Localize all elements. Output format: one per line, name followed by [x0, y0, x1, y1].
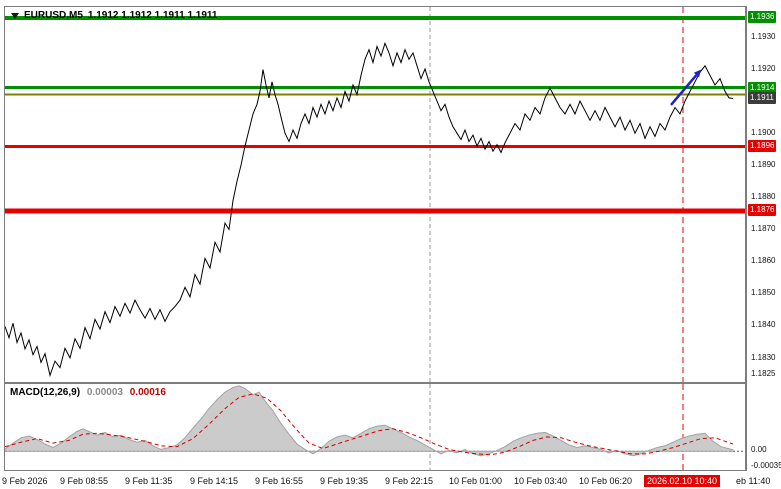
macd-tick-label: -0.00035	[751, 461, 781, 470]
macd-indicator-panel[interactable]: MACD(12,26,9) 0.00003 0.00016	[4, 383, 746, 471]
price-level-badge: 1.1876	[748, 204, 777, 216]
price-tick-label: 1.1850	[751, 288, 776, 297]
time-tick-label: 9 Feb 11:35	[125, 476, 173, 486]
macd-signal-line	[5, 393, 734, 456]
time-tick-label: eb 11:40	[736, 476, 771, 486]
buy-arrow-head	[693, 69, 701, 78]
time-tick-label: 10 Feb 06:20	[579, 476, 633, 486]
price-tick-label: 1.1830	[751, 353, 776, 362]
time-tick-label: 9 Feb 14:15	[190, 476, 239, 486]
price-tick-label: 1.1880	[751, 192, 776, 201]
macd-signal-value: 0.00016	[129, 387, 166, 398]
price-chart-panel[interactable]: EURUSD,M5 1.1912 1.1912 1.1911 1.1911	[4, 6, 746, 383]
price-level-badge: 1.1896	[748, 140, 777, 152]
time-tick-label: 9 Feb 22:15	[385, 476, 434, 486]
macd-tick-label: 0.00	[751, 445, 767, 454]
macd-main-value: 0.00003	[86, 387, 123, 398]
price-tick-label: 1.1900	[751, 128, 776, 137]
macd-name: MACD(12,26,9)	[10, 387, 81, 398]
time-tick-label: 9 Feb 19:35	[320, 476, 369, 486]
time-tick-label: 9 Feb 2026	[2, 476, 48, 486]
time-tick-label: 9 Feb 16:55	[255, 476, 304, 486]
price-tick-label: 1.1920	[751, 64, 776, 73]
price-axis[interactable]: 1.1930 1.1920 1.1900 1.1890 1.1880 1.1870 1.18…	[746, 6, 781, 471]
chart-title: EURUSD,M5 1.1912 1.1912 1.1911 1.1911	[11, 10, 217, 21]
time-tick-label: 10 Feb 01:00	[449, 476, 503, 486]
time-tick-highlighted: 2026.02.10 10:40	[644, 475, 721, 487]
chart-ohlc-values: 1.1912 1.1912 1.1911 1.1911	[87, 10, 218, 21]
price-tick-label: 1.1890	[751, 160, 776, 169]
price-tick-label: 1.1870	[751, 224, 776, 233]
price-series-line	[5, 41, 734, 378]
macd-indicator-label: MACD(12,26,9) 0.00003 0.00016	[10, 387, 166, 398]
chart-symbol-icon	[11, 12, 19, 19]
price-tick-label: 1.1930	[751, 32, 776, 41]
price-tick-label: 1.1860	[751, 256, 776, 265]
macd-histogram	[5, 385, 734, 457]
price-chart-canvas[interactable]	[5, 7, 745, 382]
chart-symbol-label: EURUSD,M5	[24, 10, 83, 21]
buy-arrow-shaft[interactable]	[670, 74, 698, 106]
time-axis[interactable]: 9 Feb 2026 9 Feb 08:55 9 Feb 11:35 9 Feb 14…	[0, 474, 781, 488]
time-tick-label: 10 Feb 03:40	[514, 476, 568, 486]
macd-canvas[interactable]	[5, 384, 745, 470]
time-tick-label: 9 Feb 08:55	[60, 476, 109, 486]
price-level-badge: 1.1936	[748, 11, 777, 23]
price-tick-label: 1.1825	[751, 369, 776, 378]
price-level-badge: 1.1911	[748, 92, 776, 104]
price-tick-label: 1.1840	[751, 320, 776, 329]
price-level-badge: 1.1914	[748, 82, 777, 94]
